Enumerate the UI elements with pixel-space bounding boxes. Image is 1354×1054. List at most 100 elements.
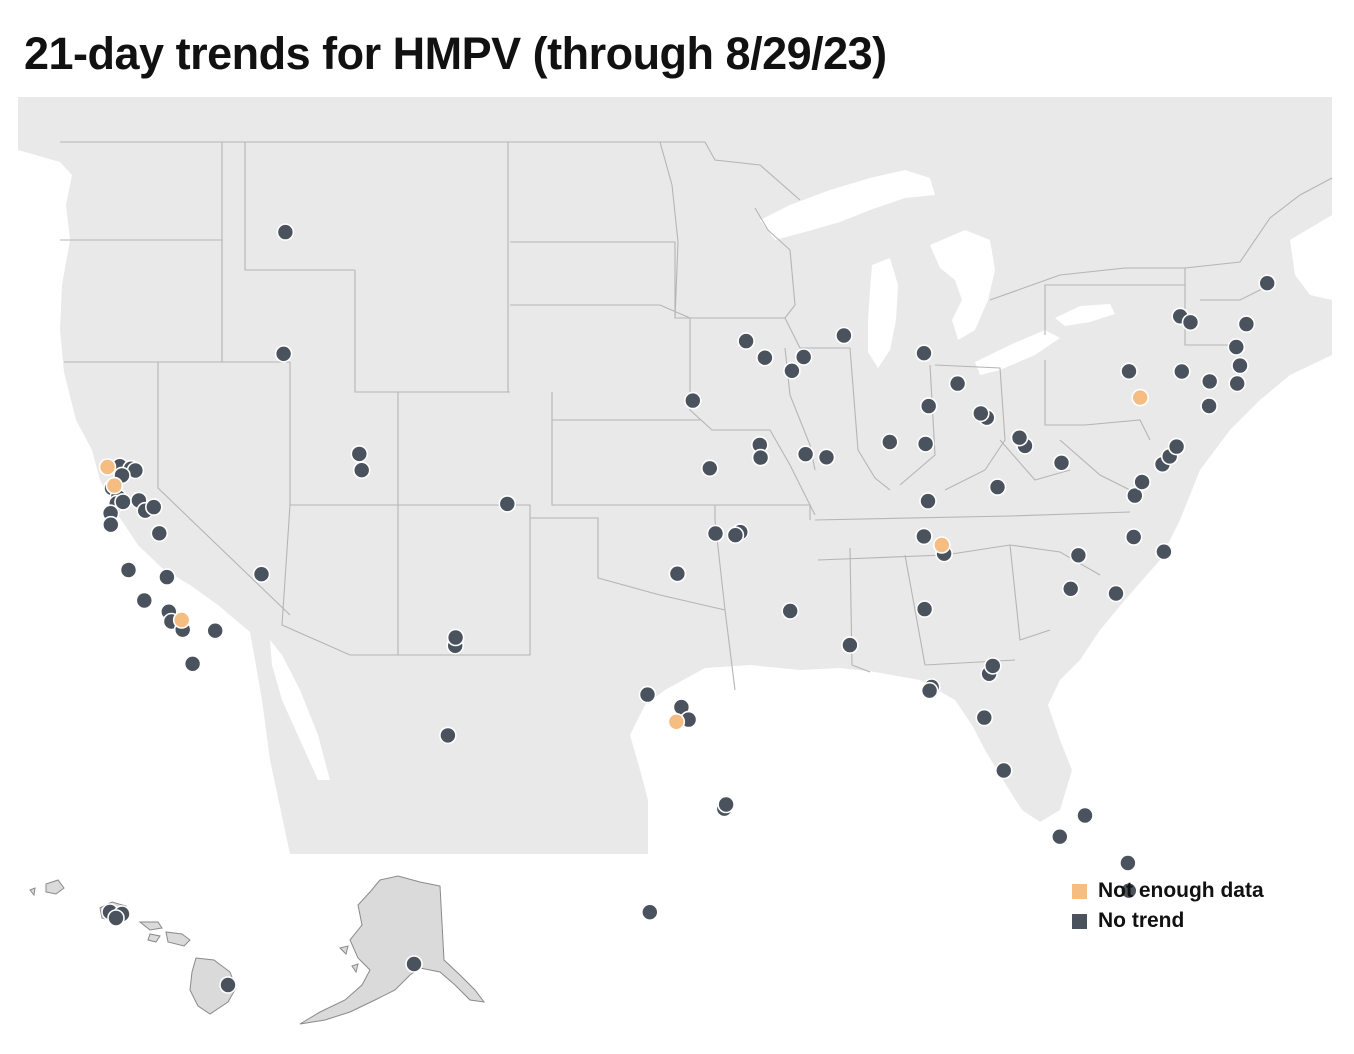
site-point-no-trend[interactable] [794, 348, 813, 366]
site-point-no-trend[interactable] [1124, 528, 1143, 546]
site-point-no-trend[interactable] [114, 493, 132, 511]
site-point-not-enough-data[interactable] [98, 458, 117, 476]
site-point-no-trend[interactable] [1126, 486, 1144, 505]
site-point-no-trend[interactable] [1061, 579, 1080, 598]
site-point-no-trend[interactable] [1051, 827, 1069, 846]
site-point-no-trend[interactable] [916, 435, 935, 453]
site-point-no-trend[interactable] [1173, 362, 1191, 381]
site-point-not-enough-data[interactable] [932, 536, 951, 554]
site-point-no-trend[interactable] [915, 527, 933, 546]
site-point-no-trend[interactable] [1227, 338, 1246, 356]
site-point-no-trend[interactable] [274, 344, 293, 363]
legend-swatch-not-enough-data [1072, 883, 1087, 899]
site-point-no-trend[interactable] [975, 708, 994, 727]
site-point-no-trend[interactable] [835, 326, 853, 345]
inset-points [101, 903, 423, 994]
site-point-no-trend[interactable] [102, 515, 120, 534]
site-point-no-trend[interactable] [350, 445, 369, 463]
site-point-no-trend[interactable] [1181, 313, 1200, 332]
site-point-no-trend[interactable] [971, 404, 990, 423]
site-point[interactable] [219, 976, 237, 994]
lake-erie [975, 330, 1060, 375]
legend-item-not-enough-data: Not enough data [1072, 876, 1264, 906]
site-point-not-enough-data[interactable] [172, 611, 191, 629]
site-point-no-trend[interactable] [756, 348, 774, 367]
site-point-no-trend[interactable] [1069, 546, 1088, 565]
site-point-no-trend[interactable] [1076, 806, 1094, 825]
site-point[interactable] [107, 909, 125, 927]
lake-huron [930, 230, 995, 340]
site-point-no-trend[interactable] [737, 332, 755, 350]
site-point-no-trend[interactable] [700, 459, 719, 478]
site-point-no-trend[interactable] [948, 374, 967, 393]
site-point-no-trend[interactable] [717, 795, 735, 814]
site-point-no-trend[interactable] [1167, 437, 1186, 456]
site-point-no-trend[interactable] [1010, 428, 1029, 447]
site-point-no-trend[interactable] [1237, 315, 1256, 333]
site-point-no-trend[interactable] [145, 498, 163, 516]
site-point-no-trend[interactable] [1231, 356, 1249, 375]
site-point-no-trend[interactable] [683, 391, 702, 410]
site-point-no-trend[interactable] [1258, 274, 1276, 293]
site-point-no-trend[interactable] [1107, 584, 1125, 603]
map-title: 21-day trends for HMPV (through 8/29/23) [24, 28, 887, 79]
site-points [98, 223, 1276, 922]
site-point-no-trend[interactable] [817, 448, 836, 467]
site-point-no-trend[interactable] [1052, 453, 1071, 472]
site-point-no-trend[interactable] [119, 561, 138, 579]
site-point-no-trend[interactable] [1155, 542, 1173, 561]
site-point-no-trend[interactable] [1119, 854, 1137, 872]
site-point-no-trend[interactable] [880, 433, 899, 451]
site-point-no-trend[interactable] [783, 361, 801, 380]
legend-item-no-trend: No trend [1072, 906, 1264, 936]
site-point-no-trend[interactable] [668, 564, 687, 583]
site-point[interactable] [405, 955, 423, 973]
lake-superior [760, 170, 935, 240]
site-point-no-trend[interactable] [150, 524, 169, 543]
legend: Not enough data No trend [1072, 876, 1264, 936]
site-point-no-trend[interactable] [446, 628, 465, 647]
site-point-no-trend[interactable] [1133, 473, 1151, 491]
site-point-no-trend[interactable] [252, 565, 271, 584]
site-point-no-trend[interactable] [988, 478, 1007, 496]
site-point-no-trend[interactable] [920, 681, 939, 700]
site-point-no-trend[interactable] [638, 685, 657, 704]
site-point-no-trend[interactable] [919, 397, 938, 415]
site-point-no-trend[interactable] [915, 600, 934, 618]
site-point-no-trend[interactable] [994, 761, 1013, 780]
site-point-no-trend[interactable] [1228, 374, 1246, 393]
site-point-no-trend[interactable] [983, 657, 1002, 675]
site-point-no-trend[interactable] [1200, 397, 1218, 415]
hawaii-inset [29, 879, 237, 1015]
site-point-no-trend[interactable] [640, 903, 659, 922]
site-point-not-enough-data[interactable] [667, 712, 686, 731]
site-point-no-trend[interactable] [751, 448, 770, 467]
site-point-no-trend[interactable] [352, 461, 371, 480]
site-point-no-trend[interactable] [158, 568, 176, 586]
site-point-no-trend[interactable] [796, 445, 815, 464]
atlantic-northeast [1290, 215, 1332, 300]
site-point-no-trend[interactable] [439, 726, 457, 745]
site-point-no-trend[interactable] [919, 492, 937, 510]
site-point-no-trend[interactable] [206, 621, 224, 640]
site-point-not-enough-data[interactable] [105, 476, 124, 495]
site-point-no-trend[interactable] [1200, 372, 1219, 391]
site-point-no-trend[interactable] [915, 344, 933, 363]
site-point-no-trend[interactable] [726, 526, 745, 545]
site-point-no-trend[interactable] [498, 495, 517, 513]
site-point-not-enough-data[interactable] [1131, 388, 1149, 407]
site-point-no-trend[interactable] [276, 223, 295, 241]
site-point-no-trend[interactable] [706, 524, 725, 543]
pacific-ocean [18, 150, 290, 854]
lake-ontario [1055, 304, 1115, 326]
gulf-of-mexico [630, 355, 1332, 854]
site-point-no-trend[interactable] [841, 636, 859, 654]
alaska-inset [299, 875, 486, 1025]
site-point-no-trend[interactable] [183, 654, 202, 673]
site-point-no-trend[interactable] [781, 602, 800, 620]
site-point-no-trend[interactable] [1120, 362, 1138, 381]
site-point-no-trend[interactable] [1120, 881, 1138, 900]
site-point-no-trend[interactable] [135, 591, 154, 610]
legend-label: Not enough data [1098, 879, 1264, 902]
